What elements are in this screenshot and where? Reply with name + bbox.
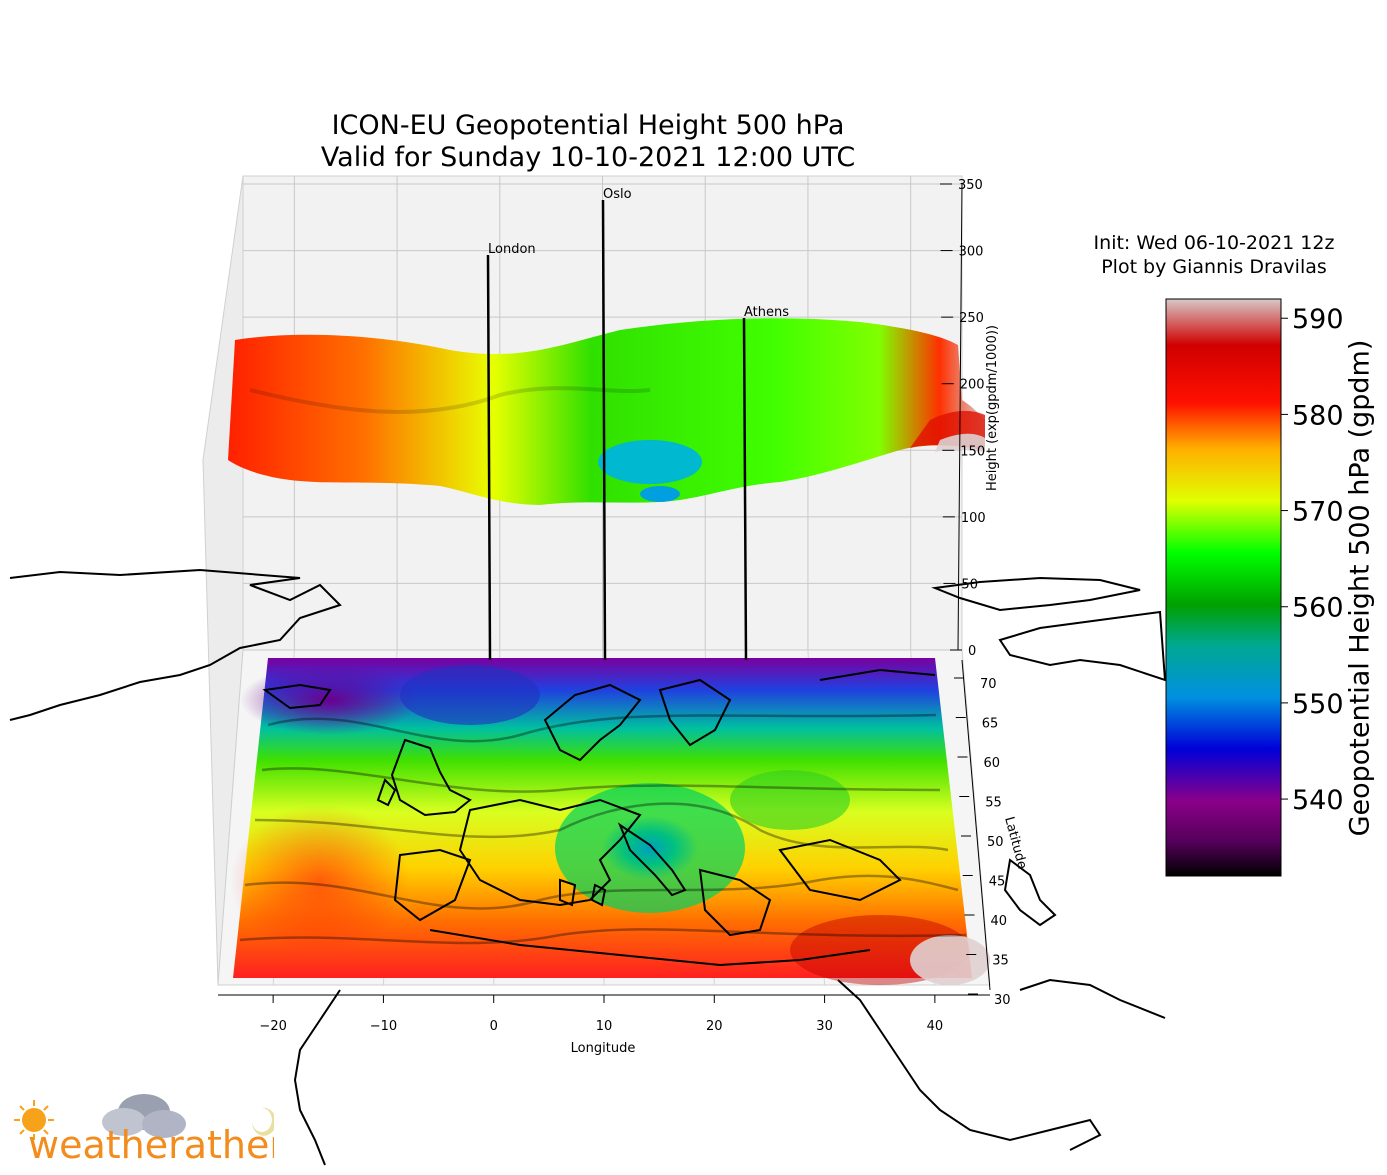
x-tick-label: 30: [816, 1019, 833, 1034]
x-tick-label: −20: [259, 1019, 286, 1034]
z-tick-label: 250: [959, 311, 984, 326]
colorbar: 540 550 560 570 580 590: [1165, 298, 1344, 877]
init-time-label: Init: Wed 06-10-2021 12z: [1093, 232, 1335, 254]
coastlines-outer: [9, 568, 1167, 1166]
z-tick-label: 300: [959, 245, 984, 260]
colorbar-label: Geopotential Height 500 hPa (gpdm): [1344, 339, 1376, 837]
weatherathens-logo: weatherathens: [14, 1094, 274, 1166]
x-tick-label: 0: [490, 1019, 498, 1034]
city-pillar: [601, 199, 607, 661]
city-pillar: [486, 254, 492, 661]
y-tick-label: 50: [987, 835, 1004, 850]
y-tick-label: 35: [992, 954, 1009, 969]
city-pillar: [742, 317, 748, 661]
y-axis-title: Latitude: [1001, 815, 1029, 871]
author-label: Plot by Giannis Dravilas: [1101, 256, 1327, 278]
x-axis-title: Longitude: [571, 1041, 636, 1056]
z-tick-label: 50: [961, 577, 978, 592]
y-tick-label: 55: [985, 796, 1002, 811]
y-tick-label: 65: [982, 717, 999, 732]
z-axis-title: Height (exp(gpdm/1000)): [985, 325, 1000, 491]
city-markers: London Oslo Athens: [486, 187, 789, 661]
x-tick-label: 20: [706, 1019, 723, 1034]
colorbar-tick-label: 540: [1292, 785, 1344, 816]
colorbar-tick-label: 550: [1292, 689, 1344, 720]
z-tick-label: 0: [968, 644, 976, 659]
colorbar-tick-label: 590: [1292, 304, 1344, 335]
colorbar-ticks: 540 550 560 570 580 590: [1281, 304, 1344, 816]
x-tick-label: 40: [927, 1019, 944, 1034]
chart-title-line1: ICON-EU Geopotential Height 500 hPa: [331, 110, 845, 141]
z-tick-label: 200: [960, 378, 985, 393]
z-axis-line: [957, 183, 963, 651]
chart-title-line2: Valid for Sunday 10-10-2021 12:00 UTC: [320, 142, 856, 173]
z-axis: 0 50 100 150 200 250 300 350 Height (exp(gpdm/10…: [940, 178, 1000, 659]
colorbar-tick-label: 570: [1292, 497, 1344, 528]
colorbar-tick-label: 560: [1292, 593, 1344, 624]
x-tick-label: 10: [596, 1019, 613, 1034]
watermark-text: weatherathens: [28, 1123, 274, 1166]
y-tick-label: 70: [980, 677, 997, 692]
x-tick-label: −10: [370, 1019, 397, 1034]
z-tick-label: 100: [961, 511, 986, 526]
colorbar-tick-label: 580: [1292, 400, 1344, 431]
surface-3d: [228, 318, 985, 505]
y-tick-label: 60: [984, 756, 1001, 771]
z-tick-label: 150: [960, 444, 985, 459]
city-label: London: [488, 242, 536, 257]
city-label: Athens: [744, 305, 789, 320]
y-tick-label: 40: [991, 914, 1008, 929]
city-label: Oslo: [603, 187, 632, 202]
y-tick-label: 45: [989, 875, 1006, 890]
y-tick-label: 30: [994, 993, 1011, 1008]
y-axis-line: [961, 659, 991, 991]
x-axis: −20 −10 0 10 20 30 40 Longitude: [218, 994, 990, 1056]
z-tick-label: 350: [958, 178, 983, 193]
floor-map: [230, 658, 990, 985]
